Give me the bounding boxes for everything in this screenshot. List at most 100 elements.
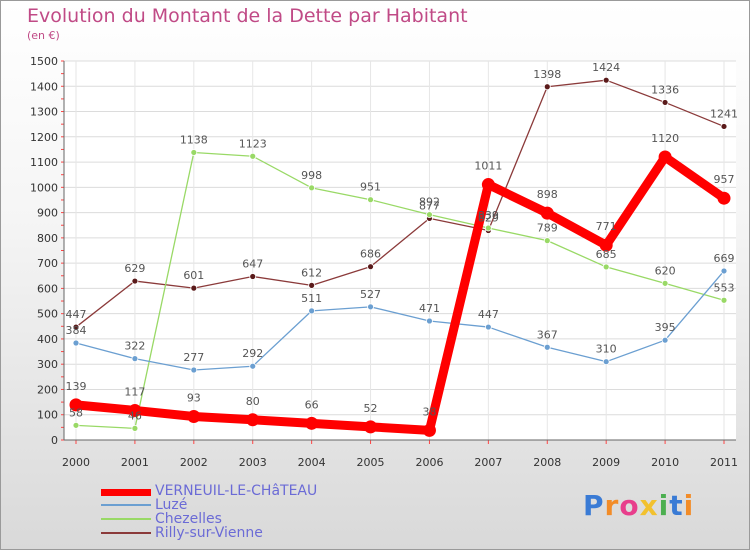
- x-tick-label: 2001: [121, 456, 149, 469]
- data-label: 612: [301, 266, 322, 279]
- data-label: 447: [478, 308, 499, 321]
- legend-label-verneuil: VERNEUIL-LE-CHâTEAU: [155, 483, 318, 499]
- x-tick-label: 2010: [651, 456, 679, 469]
- logo-letter: i: [658, 489, 670, 522]
- data-point: [190, 366, 198, 374]
- data-label: 620: [655, 264, 676, 277]
- data-label: 66: [305, 398, 319, 411]
- data-label: 789: [537, 222, 558, 235]
- proxiti-logo: Proxiti: [583, 489, 694, 522]
- data-label: 1241: [710, 107, 738, 120]
- y-tick-label: 100: [37, 409, 58, 422]
- data-label: 447: [66, 308, 87, 321]
- data-label: 877: [419, 199, 440, 212]
- data-label: 629: [124, 262, 145, 275]
- data-label: 1138: [180, 133, 208, 146]
- series-line-0: [71, 152, 729, 435]
- data-point: [187, 410, 201, 424]
- y-tick-label: 900: [37, 207, 58, 220]
- legend-label-rilly: Rilly-sur-Vienne: [155, 525, 263, 541]
- data-point: [367, 263, 374, 271]
- data-label: 686: [360, 248, 381, 261]
- x-tick-label: 2000: [62, 456, 90, 469]
- data-point: [367, 196, 374, 204]
- data-point: [249, 152, 257, 160]
- data-label: 367: [537, 328, 558, 341]
- y-tick-label: 300: [37, 358, 58, 371]
- data-point: [69, 398, 83, 412]
- data-point: [720, 296, 728, 304]
- data-point: [540, 206, 554, 220]
- data-point: [308, 307, 316, 315]
- data-label: 553: [714, 281, 735, 294]
- x-tick-label: 2006: [415, 456, 443, 469]
- data-label: 527: [360, 288, 381, 301]
- data-point: [602, 358, 610, 366]
- data-point: [543, 343, 551, 351]
- x-tick-label: 2003: [239, 456, 267, 469]
- data-point: [717, 191, 731, 205]
- legend-label-luze: Luzé: [155, 497, 188, 513]
- data-point: [720, 123, 728, 130]
- data-point: [599, 238, 613, 252]
- data-label: 511: [301, 292, 322, 305]
- data-label: 322: [124, 340, 145, 353]
- data-label: 898: [537, 188, 558, 201]
- x-tick-label: 2011: [710, 456, 738, 469]
- data-label: 601: [183, 269, 204, 282]
- data-point: [308, 281, 316, 289]
- y-tick-label: 400: [37, 333, 58, 346]
- data-point: [661, 99, 669, 106]
- chart-subtitle: (en €): [27, 29, 60, 42]
- y-tick-label: 1200: [30, 131, 58, 144]
- y-tick-label: 200: [37, 383, 58, 396]
- data-label: 957: [714, 173, 735, 186]
- chart-title: Evolution du Montant de la Dette par Hab…: [27, 5, 468, 27]
- data-point: [543, 83, 551, 91]
- data-label: 52: [364, 402, 378, 415]
- logo-letter: t: [669, 489, 684, 522]
- data-label: 998: [301, 169, 322, 182]
- data-point: [602, 263, 610, 271]
- y-tick-label: 1000: [30, 181, 58, 194]
- data-point: [72, 323, 80, 331]
- data-label: 1120: [651, 132, 679, 145]
- data-point: [131, 424, 139, 432]
- data-label: 951: [360, 181, 381, 194]
- data-point: [190, 149, 198, 156]
- y-tick-label: 500: [37, 308, 58, 321]
- y-tick-label: 800: [37, 232, 58, 245]
- data-point: [308, 184, 316, 192]
- legend-swatch-verneuil: [101, 489, 151, 496]
- data-point: [364, 420, 378, 434]
- y-tick-label: 1100: [30, 156, 58, 169]
- y-tick-label: 0: [51, 434, 58, 447]
- series-line-2: [75, 151, 725, 430]
- data-point: [658, 150, 672, 164]
- legend-swatch-luze: [101, 504, 151, 506]
- x-tick-label: 2008: [533, 456, 561, 469]
- series-line-3: [75, 79, 725, 328]
- data-label: 1011: [474, 160, 502, 173]
- x-tick-label: 2007: [474, 456, 502, 469]
- data-point: [249, 273, 257, 280]
- data-label: 93: [187, 392, 201, 405]
- data-point: [72, 339, 80, 347]
- logo-letter: x: [639, 489, 659, 522]
- data-label: 1398: [533, 68, 561, 81]
- data-label: 310: [596, 343, 617, 356]
- plot-area: [64, 61, 736, 440]
- data-point: [602, 76, 610, 84]
- data-point: [72, 421, 80, 429]
- legend-swatch-chezelles: [101, 518, 151, 520]
- y-tick-label: 700: [37, 257, 58, 270]
- data-point: [190, 284, 198, 292]
- data-point: [720, 267, 728, 275]
- data-label: 829: [478, 212, 499, 225]
- data-label: 685: [596, 248, 617, 261]
- data-point: [426, 317, 433, 325]
- data-label: 277: [183, 351, 204, 364]
- data-point: [422, 423, 436, 437]
